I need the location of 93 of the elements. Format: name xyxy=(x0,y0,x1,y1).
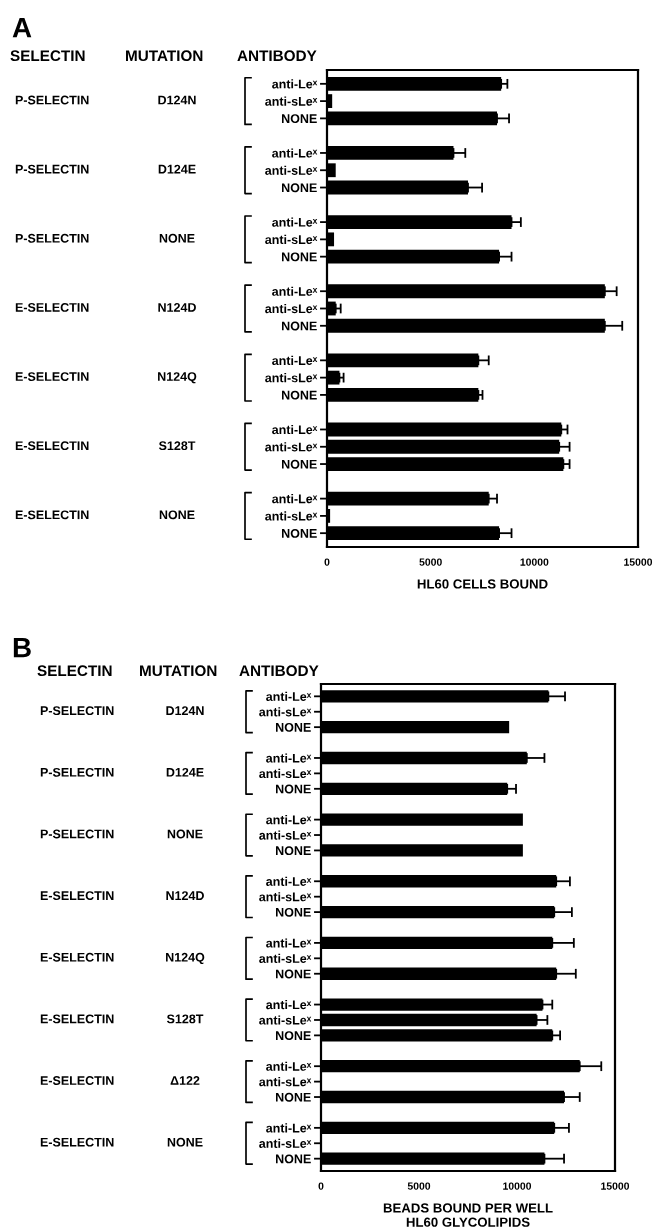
x-tick-label: 15000 xyxy=(601,1182,630,1190)
text: N124Q xyxy=(158,372,197,384)
y-tick-label: anti-sLeˣ xyxy=(259,953,312,963)
text: D124N xyxy=(166,706,204,715)
text: Δ122 xyxy=(170,1076,200,1085)
y-tick-label: NONE xyxy=(276,1031,311,1041)
text: P-SELECTIN xyxy=(15,95,89,105)
text: E-SELECTIN xyxy=(40,1137,114,1147)
text: P-SELECTIN xyxy=(40,767,114,777)
text: P-SELECTIN xyxy=(40,706,114,716)
y-tick-label: NONE xyxy=(276,1092,311,1102)
y-tick-label: NONE xyxy=(276,907,311,917)
y-tick-label: anti-Leˣ xyxy=(272,286,318,296)
text: N124D xyxy=(158,303,196,312)
y-tick-label: anti-Leˣ xyxy=(272,424,318,435)
text: D124E xyxy=(158,164,196,174)
text: NONE xyxy=(167,1137,203,1147)
y-tick-label: anti-Leˣ xyxy=(272,494,318,504)
y-tick-label: NONE xyxy=(282,321,317,331)
y-tick-label: NONE xyxy=(282,183,317,193)
y-tick-label: anti-sLeˣ xyxy=(265,165,318,175)
y-tick-label: NONE xyxy=(282,528,317,538)
y-tick-label: anti-Leˣ xyxy=(272,217,318,227)
y-tick-label: anti-sLeˣ xyxy=(265,442,318,452)
x-tick-label: 10000 xyxy=(520,558,549,566)
y-tick-label: anti-sLeˣ xyxy=(259,830,312,840)
y-tick-label: NONE xyxy=(282,252,317,262)
text: NONE xyxy=(159,510,195,520)
text: P-SELECTIN xyxy=(40,829,114,839)
text: E-SELECTIN xyxy=(40,1014,114,1024)
y-tick-label: NONE xyxy=(276,1154,311,1164)
y-tick-label: anti-sLeˣ xyxy=(259,707,312,717)
text: ANTIBODY xyxy=(237,50,317,62)
y-tick-label: anti-Leˣ xyxy=(266,815,312,825)
y-tick-label: anti-sLeˣ xyxy=(259,1138,312,1148)
text: E-SELECTIN xyxy=(15,510,89,520)
text: B xyxy=(13,638,31,658)
text: MUTATION xyxy=(126,50,203,62)
y-tick-label: anti-Leˣ xyxy=(266,1000,312,1010)
y-tick-label: anti-sLeˣ xyxy=(259,768,312,779)
x-tick-label: 5000 xyxy=(407,1182,431,1190)
y-tick-label: anti-Leˣ xyxy=(266,938,312,948)
x-axis-title: BEADS BOUND PER WELL HL60 GLYCOLIPIDS xyxy=(383,1203,553,1227)
y-tick-label: anti-sLeˣ xyxy=(259,1015,312,1025)
y-tick-label: anti-sLeˣ xyxy=(265,511,318,521)
y-tick-label: anti-sLeˣ xyxy=(265,373,318,383)
text: SELECTIN xyxy=(10,50,85,62)
text: E-SELECTIN xyxy=(15,303,89,312)
x-axis-title: HL60 CELLS BOUND xyxy=(417,579,548,589)
text: E-SELECTIN xyxy=(40,891,114,901)
y-tick-label: anti-Leˣ xyxy=(266,876,312,886)
y-tick-label: anti-sLeˣ xyxy=(265,96,318,106)
x-tick-label: 0 xyxy=(324,558,330,566)
text: ANTIBODY xyxy=(239,665,319,677)
y-tick-label: anti-Leˣ xyxy=(272,79,318,89)
text: E-SELECTIN xyxy=(40,952,114,962)
text: MUTATION xyxy=(140,665,217,677)
x-tick-label: 0 xyxy=(318,1182,324,1190)
y-tick-label: NONE xyxy=(276,969,311,979)
x-tick-label: 5000 xyxy=(419,558,442,566)
y-tick-label: anti-sLeˣ xyxy=(259,892,312,902)
text: N124Q xyxy=(166,952,205,965)
text: SELECTIN xyxy=(37,665,112,677)
text: D124N xyxy=(158,95,196,105)
text: A xyxy=(12,18,32,38)
text: E-SELECTIN xyxy=(40,1076,114,1085)
text: E-SELECTIN xyxy=(15,441,89,451)
y-tick-label: anti-sLeˣ xyxy=(265,234,318,245)
y-tick-label: anti-Leˣ xyxy=(266,753,312,763)
text: P-SELECTIN xyxy=(15,164,89,174)
y-tick-label: anti-Leˣ xyxy=(266,1123,312,1133)
x-tick-label: 15000 xyxy=(624,558,653,566)
y-tick-label: anti-Leˣ xyxy=(266,691,312,701)
text: S128T xyxy=(158,441,196,451)
y-tick-label: NONE xyxy=(282,390,317,400)
text: P-SELECTIN xyxy=(15,233,89,243)
y-tick-label: anti-Leˣ xyxy=(272,355,318,365)
text: S128T xyxy=(166,1014,204,1024)
x-tick-label: 10000 xyxy=(503,1182,532,1190)
y-tick-label: anti-sLeˣ xyxy=(265,303,318,314)
y-tick-label: NONE xyxy=(276,784,311,794)
y-tick-label: anti-sLeˣ xyxy=(259,1077,312,1087)
y-tick-label: anti-Leˣ xyxy=(266,1061,312,1071)
text: NONE xyxy=(167,829,203,839)
text: D124E xyxy=(166,767,204,777)
y-tick-label: anti-Leˣ xyxy=(272,148,318,158)
y-tick-label: NONE xyxy=(282,114,317,124)
text: NONE xyxy=(159,233,195,243)
y-tick-label: NONE xyxy=(276,722,311,732)
y-tick-label: NONE xyxy=(282,459,317,469)
y-tick-label: NONE xyxy=(276,846,311,856)
text: E-SELECTIN xyxy=(15,372,89,381)
text: N124D xyxy=(166,891,204,900)
